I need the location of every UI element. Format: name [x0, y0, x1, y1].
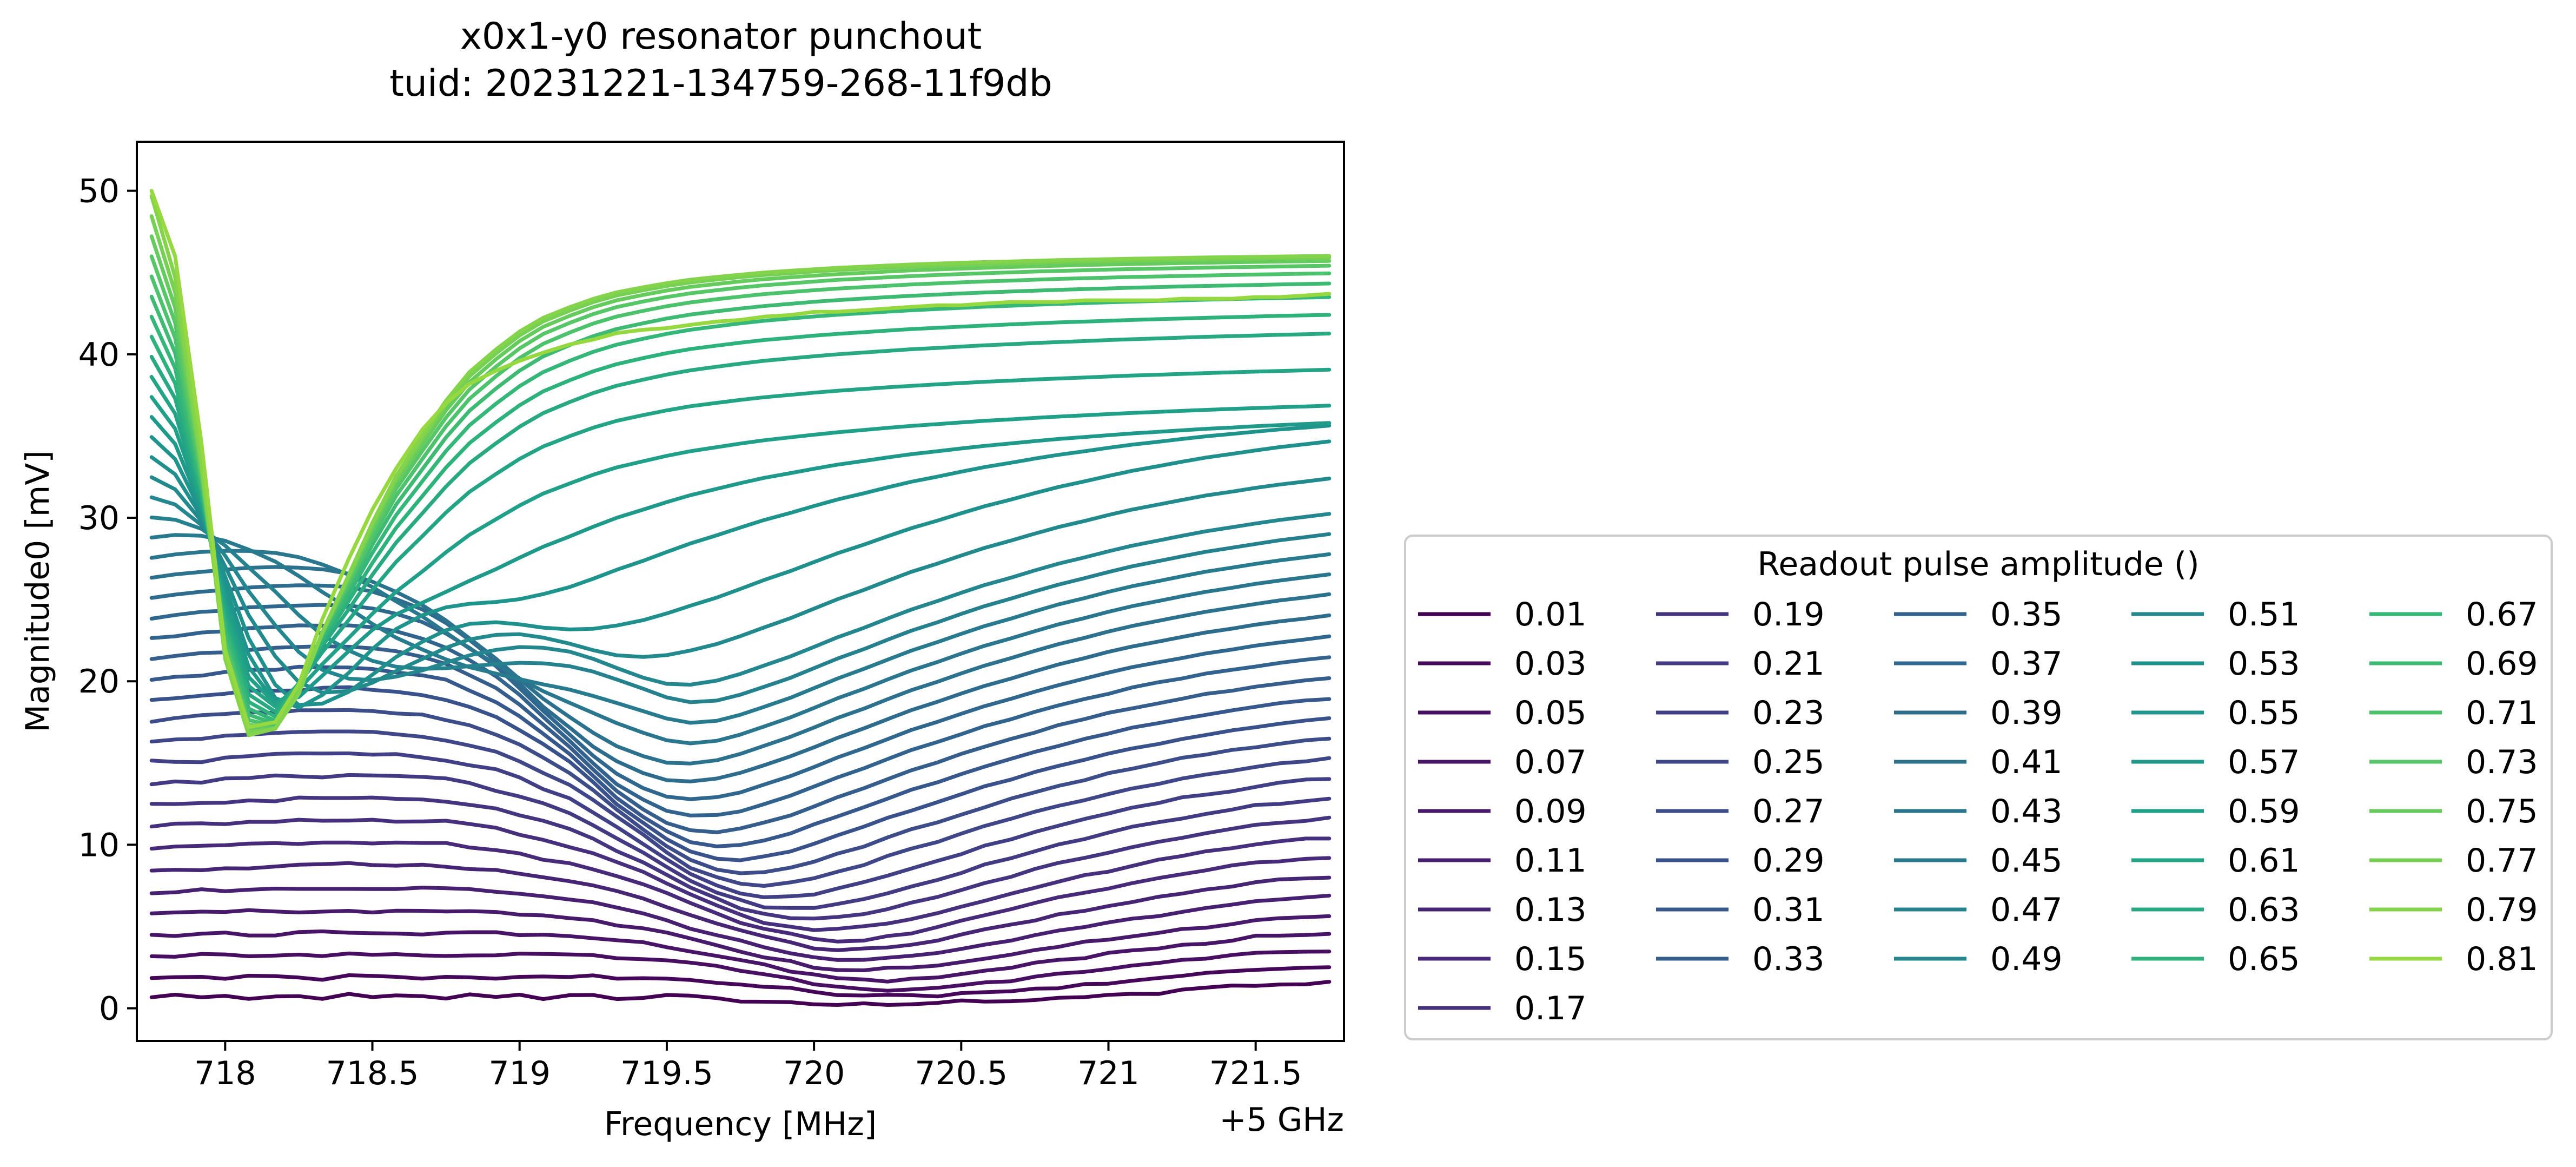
series-line-0.19	[149, 795, 1332, 921]
y-tick-label: 10	[78, 826, 120, 864]
series-line-0.49	[149, 495, 1332, 687]
legend-label: 0.71	[2466, 694, 2538, 732]
series-line-0.55	[149, 424, 1332, 710]
y-tick-label: 0	[99, 990, 120, 1028]
series-line-0.37	[149, 603, 1332, 801]
legend-label: 0.11	[1514, 842, 1587, 880]
series-line-0.05	[149, 950, 1332, 993]
legend-label: 0.07	[1514, 743, 1587, 781]
series-line-0.09	[149, 908, 1332, 972]
series-line-0.79	[149, 194, 1332, 737]
legend-label: 0.77	[2466, 842, 2538, 880]
legend-label: 0.21	[1752, 645, 1825, 683]
x-tick-label: 721.5	[1209, 1054, 1302, 1092]
series-layer	[149, 189, 1332, 1007]
series-line-0.61	[149, 367, 1332, 709]
legend-label: 0.55	[2228, 694, 2300, 732]
legend-label: 0.49	[1990, 940, 2063, 978]
legend-label: 0.65	[2228, 940, 2300, 978]
legend-label: 0.15	[1514, 940, 1587, 978]
series-line-0.69	[149, 281, 1332, 726]
series-line-0.21	[149, 773, 1332, 910]
series-line-0.27	[149, 708, 1332, 875]
legend-label: 0.01	[1514, 596, 1587, 634]
y-tick-label: 20	[78, 663, 120, 701]
series-line-0.29	[149, 685, 1332, 862]
y-tick-label: 40	[78, 336, 120, 374]
x-tick-label: 720	[783, 1054, 845, 1092]
series-line-0.33	[149, 644, 1332, 834]
series-line-0.63	[149, 332, 1332, 714]
x-offset-label: +5 GHz	[1219, 1101, 1344, 1139]
x-tick-label: 719	[488, 1054, 551, 1092]
x-axis: 718 718.5 719 719.5 720 720.5 721 721.5	[194, 1041, 1302, 1092]
legend-label: 0.19	[1752, 596, 1825, 634]
legend-label: 0.31	[1752, 891, 1825, 929]
legend-label: 0.63	[2228, 891, 2300, 929]
series-line-0.35	[149, 623, 1332, 817]
series-line-0.17	[149, 817, 1332, 932]
legend: Readout pulse amplitude () 0.01 0.03 0.05 0…	[1404, 535, 2553, 1040]
legend-label: 0.29	[1752, 842, 1825, 880]
legend-label: 0.43	[1990, 793, 2063, 830]
legend-label: 0.45	[1990, 842, 2063, 880]
legend-label: 0.39	[1990, 694, 2063, 732]
legend-label: 0.09	[1514, 793, 1587, 830]
legend-label: 0.05	[1514, 694, 1587, 732]
series-line-0.07	[149, 929, 1332, 984]
series-line-0.53	[149, 439, 1332, 707]
legend-label: 0.59	[2228, 793, 2300, 830]
x-axis-label: Frequency [MHz]	[604, 1105, 877, 1143]
series-line-0.11	[149, 886, 1332, 962]
chart-title: x0x1-y0 resonator punchout	[460, 15, 982, 58]
x-tick-label: 720.5	[915, 1054, 1008, 1092]
legend-label: 0.61	[2228, 842, 2300, 880]
legend-label: 0.51	[2228, 596, 2300, 634]
series-line-0.31	[149, 664, 1332, 848]
x-tick-label: 718	[194, 1054, 256, 1092]
y-tick-label: 30	[78, 499, 120, 537]
series-line-0.13	[149, 861, 1332, 952]
plot-frame	[136, 141, 1345, 1042]
legend-label: 0.53	[2228, 645, 2300, 683]
legend-label: 0.35	[1990, 596, 2063, 634]
legend-label: 0.73	[2466, 743, 2538, 781]
series-line-0.59	[149, 395, 1332, 706]
legend-label: 0.37	[1990, 645, 2063, 683]
chart-subtitle: tuid: 20231221-134759-268-11f9db	[389, 62, 1052, 105]
legend-label: 0.17	[1514, 990, 1587, 1027]
series-line-0.03	[149, 965, 1332, 999]
series-line-0.01	[149, 980, 1332, 1007]
series-line-0.23	[149, 751, 1332, 899]
series-line-0.81	[149, 189, 1332, 729]
y-axis-label: Magnitude0 [mV]	[19, 450, 57, 732]
y-tick-label: 50	[78, 173, 120, 210]
legend-label: 0.67	[2466, 596, 2538, 634]
x-tick-label: 721	[1077, 1054, 1140, 1092]
legend-label: 0.25	[1752, 743, 1825, 781]
legend-label: 0.33	[1752, 940, 1825, 978]
y-axis: 0 10 20 30 40 50	[78, 173, 137, 1028]
legend-label: 0.41	[1990, 743, 2063, 781]
x-tick-label: 718.5	[326, 1054, 419, 1092]
series-line-0.65	[149, 313, 1332, 718]
legend-label: 0.81	[2466, 940, 2538, 978]
legend-label: 0.23	[1752, 694, 1825, 732]
legend-label: 0.47	[1990, 891, 2063, 929]
legend-label: 0.13	[1514, 891, 1587, 929]
series-line-0.25	[149, 729, 1332, 888]
legend-label: 0.57	[2228, 743, 2300, 781]
legend-label: 0.75	[2466, 793, 2538, 830]
legend-label: 0.79	[2466, 891, 2538, 929]
series-line-0.15	[149, 840, 1332, 944]
legend-label: 0.69	[2466, 645, 2538, 683]
x-tick-label: 719.5	[620, 1054, 713, 1092]
legend-label: 0.27	[1752, 793, 1825, 830]
legend-title: Readout pulse amplitude ()	[1757, 545, 2199, 583]
series-line-0.57	[149, 415, 1332, 704]
legend-label: 0.03	[1514, 645, 1587, 683]
